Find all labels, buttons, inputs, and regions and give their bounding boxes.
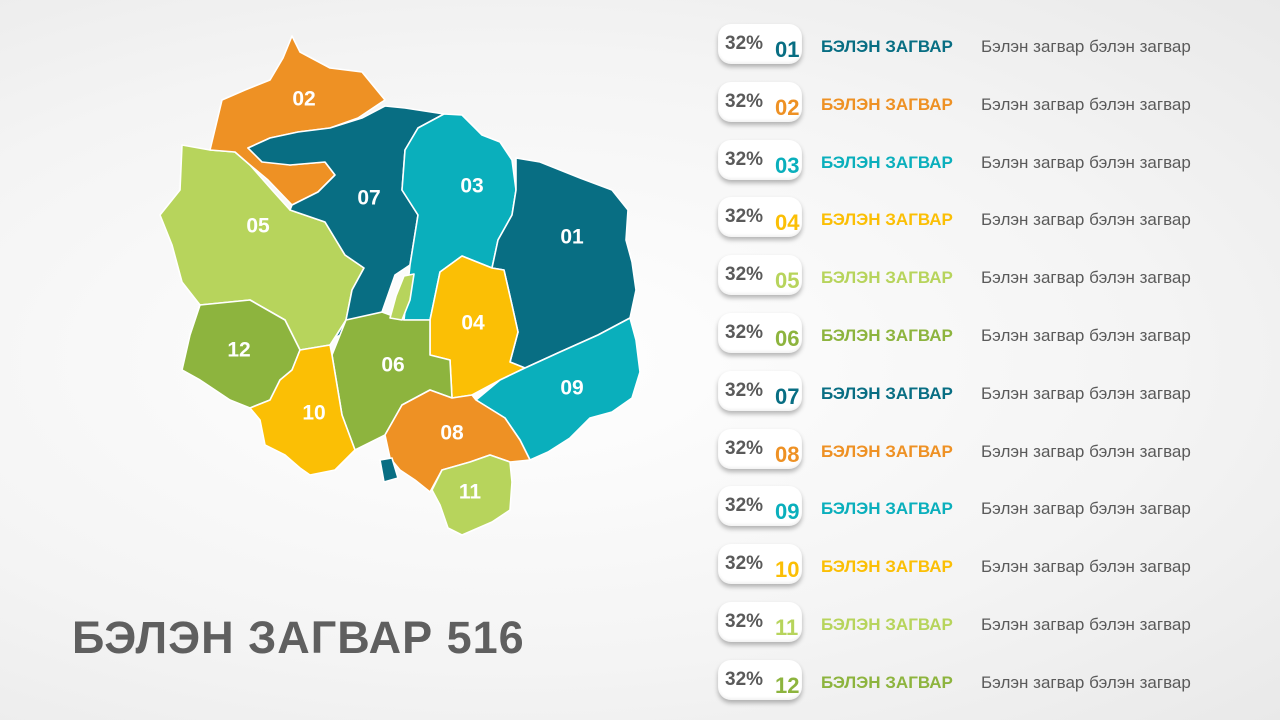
- region-label-08: 08: [440, 422, 464, 445]
- legend-number: 10: [775, 557, 800, 583]
- legend-description: Бэлэн загвар бэлэн загвар: [981, 268, 1191, 288]
- legend-row-08[interactable]: 32% 08 БЭЛЭН ЗАГВАР Бэлэн загвар бэлэн з…: [718, 428, 1258, 473]
- legend-description: Бэлэн загвар бэлэн загвар: [981, 615, 1191, 634]
- legend-description: Бэлэн загвар бэлэн загвар: [981, 441, 1191, 461]
- legend-number: 06: [775, 326, 800, 351]
- legend-row-03[interactable]: 32% 03 БЭЛЭН ЗАГВАР Бэлэн загвар бэлэн з…: [718, 139, 1258, 184]
- legend-badge: 32% 01: [718, 24, 802, 64]
- legend-number: 02: [775, 94, 800, 120]
- legend-description: Бэлэн загвар бэлэн загвар: [981, 152, 1191, 172]
- legend-percent: 32%: [725, 379, 764, 401]
- legend-number: 08: [775, 441, 800, 467]
- map-region-10[interactable]: [249, 344, 356, 476]
- legend-description: Бэлэн загвар бэлэн загвар: [981, 499, 1191, 519]
- legend-title: БЭЛЭН ЗАГВАР: [821, 326, 953, 345]
- legend-title: БЭЛЭН ЗАГВАР: [821, 268, 953, 288]
- region-label-09: 09: [560, 377, 583, 400]
- legend-percent: 32%: [725, 206, 764, 228]
- region-label-05: 05: [246, 215, 270, 238]
- legend-row-11[interactable]: 32% 11 БЭЛЭН ЗАГВАР Бэлэн загвар бэлэн з…: [718, 602, 1258, 646]
- legend-title: БЭЛЭН ЗАГВАР: [821, 383, 953, 403]
- region-label-03: 03: [460, 175, 483, 198]
- legend-badge: 32% 05: [718, 255, 802, 296]
- legend-badge: 32% 02: [718, 81, 802, 122]
- legend-percent: 32%: [725, 90, 764, 112]
- legend-percent: 32%: [725, 495, 764, 517]
- legend-badge: 32% 08: [718, 428, 802, 469]
- map-region-05-islet: [389, 273, 415, 321]
- legend-description: Бэлэн загвар бэлэн загвар: [981, 326, 1191, 345]
- legend-title: БЭЛЭН ЗАГВАР: [821, 672, 953, 692]
- legend-title: БЭЛЭН ЗАГВАР: [821, 210, 953, 230]
- map-region-07[interactable]: [247, 105, 445, 339]
- legend-row-04[interactable]: 32% 04 БЭЛЭН ЗАГВАР Бэлэн загвар бэлэн з…: [718, 197, 1258, 241]
- region-label-12: 12: [227, 339, 250, 362]
- legend-title: БЭЛЭН ЗАГВАР: [821, 615, 953, 634]
- legend-row-05[interactable]: 32% 05 БЭЛЭН ЗАГВАР Бэлэн загвар бэлэн з…: [718, 255, 1258, 299]
- legend-number: 03: [775, 152, 800, 178]
- legend-number: 05: [775, 268, 800, 294]
- legend-row-10[interactable]: 32% 10 БЭЛЭН ЗАГВАР Бэлэн загвар бэлэн з…: [718, 544, 1258, 588]
- legend-title: БЭЛЭН ЗАГВАР: [821, 94, 953, 114]
- region-label-06: 06: [381, 354, 404, 377]
- legend-row-07[interactable]: 32% 07 БЭЛЭН ЗАГВАР Бэлэн загвар бэлэн з…: [718, 370, 1258, 415]
- legend-badge: 32% 12: [718, 659, 802, 700]
- legend-percent: 32%: [725, 611, 764, 632]
- legend-description: Бэлэн загвар бэлэн загвар: [981, 210, 1191, 230]
- legend-title: БЭЛЭН ЗАГВАР: [821, 152, 953, 172]
- region-label-11: 11: [459, 481, 482, 504]
- legend-percent: 32%: [725, 322, 764, 343]
- legend-badge: 32% 03: [718, 139, 802, 180]
- legend-percent: 32%: [725, 33, 764, 54]
- legend-percent: 32%: [725, 437, 764, 459]
- legend-badge: 32% 04: [718, 197, 802, 238]
- legend-title: БЭЛЭН ЗАГВАР: [821, 37, 953, 56]
- legend-number: 07: [775, 383, 800, 409]
- legend-badge: 32% 10: [718, 544, 802, 585]
- region-label-02: 02: [292, 88, 315, 111]
- legend-number: 11: [775, 615, 799, 640]
- legend-row-02[interactable]: 32% 02 БЭЛЭН ЗАГВАР Бэлэн загвар бэлэн з…: [718, 81, 1258, 126]
- legend-percent: 32%: [725, 148, 764, 170]
- legend-title: БЭЛЭН ЗАГВАР: [821, 499, 953, 519]
- page-title: БЭЛЭН ЗАГВАР 516: [72, 612, 525, 663]
- map-region-07-islet: [379, 457, 399, 483]
- legend-percent: 32%: [725, 264, 764, 286]
- legend-badge: 32% 07: [718, 370, 802, 411]
- legend-row-12[interactable]: 32% 12 БЭЛЭН ЗАГВАР Бэлэн загвар бэлэн з…: [718, 659, 1258, 704]
- legend-description: Бэлэн загвар бэлэн загвар: [981, 94, 1191, 114]
- legend-number: 12: [775, 672, 800, 698]
- legend-title: БЭЛЭН ЗАГВАР: [821, 441, 953, 461]
- legend-number: 01: [775, 37, 800, 62]
- region-label-10: 10: [302, 402, 325, 425]
- legend-badge: 32% 09: [718, 486, 802, 527]
- legend-description: Бэлэн загвар бэлэн загвар: [981, 383, 1191, 403]
- legend-row-06[interactable]: 32% 06 БЭЛЭН ЗАГВАР Бэлэн загвар бэлэн з…: [718, 313, 1258, 357]
- legend-number: 09: [775, 499, 800, 525]
- legend-percent: 32%: [725, 553, 764, 575]
- legend-description: Бэлэн загвар бэлэн загвар: [981, 37, 1191, 56]
- legend-title: БЭЛЭН ЗАГВАР: [821, 557, 953, 577]
- legend-row-01[interactable]: 32% 01 БЭЛЭН ЗАГВАР Бэлэн загвар бэлэн з…: [718, 24, 1258, 68]
- region-map: 01 02 03 04 05 06 07 08 09 10 11 12: [159, 35, 641, 536]
- legend-badge: 32% 11: [718, 602, 802, 642]
- legend-badge: 32% 06: [718, 313, 802, 353]
- region-label-07: 07: [357, 187, 380, 210]
- region-label-01: 01: [560, 226, 584, 249]
- legend-description: Бэлэн загвар бэлэн загвар: [981, 557, 1191, 577]
- legend-description: Бэлэн загвар бэлэн загвар: [981, 672, 1191, 692]
- region-label-04: 04: [461, 312, 485, 335]
- legend-row-09[interactable]: 32% 09 БЭЛЭН ЗАГВАР Бэлэн загвар бэлэн з…: [718, 486, 1258, 530]
- legend-number: 04: [775, 210, 800, 236]
- legend-percent: 32%: [725, 668, 764, 690]
- map-region-11[interactable]: [431, 454, 513, 536]
